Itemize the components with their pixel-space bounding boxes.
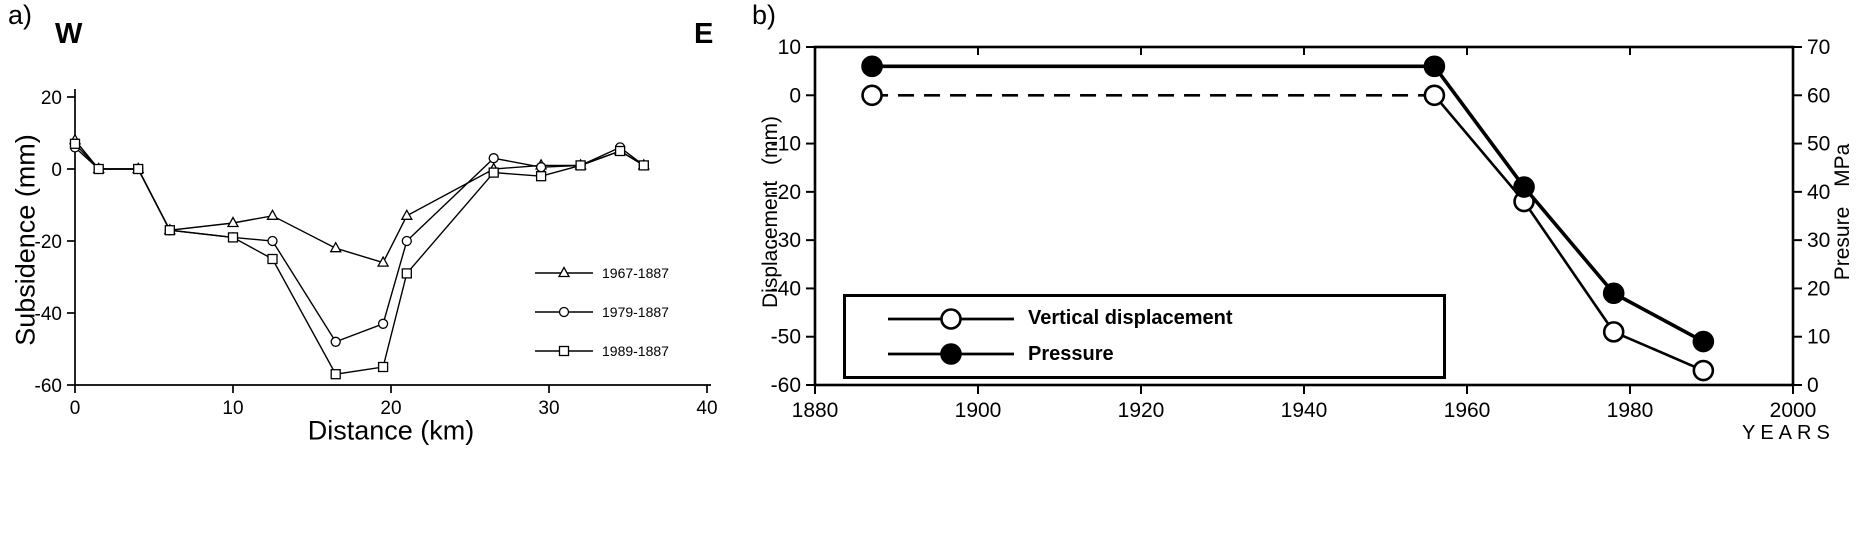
svg-text:0: 0 — [70, 398, 81, 419]
legend-item-vertical-displacement: Vertical displacement — [886, 305, 1443, 333]
legend-item-pressure: Pressure — [886, 340, 1443, 368]
panel-b-x-axis-title: YEARS — [1742, 422, 1835, 444]
panel-b-left-y-axis-title: Displacement (mm) — [759, 115, 782, 309]
legend-label: 1967-1887 — [602, 265, 669, 281]
subsidence-vs-distance-chart: 0 10 20 30 40 20 0 -20 -40 -60 — [35, 88, 718, 419]
legend-label: Vertical displacement — [1028, 307, 1233, 330]
svg-text:0: 0 — [1807, 374, 1819, 397]
svg-text:1920: 1920 — [1118, 399, 1165, 422]
svg-text:0: 0 — [789, 84, 801, 107]
panel-b-legend: Vertical displacement Pressure — [843, 294, 1446, 379]
svg-text:1880: 1880 — [792, 399, 839, 422]
svg-text:10: 10 — [778, 36, 801, 59]
displacement-pressure-vs-years-chart: 1880 1900 1920 1940 1960 1980 2000 10 0 -10 -20 -30… — [771, 36, 1831, 422]
square-line-sample-icon — [535, 345, 593, 357]
west-direction-label: W — [55, 18, 83, 50]
east-direction-label: E — [694, 18, 714, 50]
svg-text:10: 10 — [1807, 326, 1830, 349]
svg-text:2000: 2000 — [1770, 399, 1817, 422]
svg-text:-50: -50 — [771, 326, 801, 349]
legend-label: Pressure — [1028, 342, 1114, 365]
series-1967-1887 — [68, 133, 650, 267]
svg-text:20: 20 — [41, 88, 62, 109]
svg-text:20: 20 — [380, 398, 401, 419]
svg-text:30: 30 — [1807, 229, 1830, 252]
svg-text:-60: -60 — [35, 376, 62, 397]
svg-text:70: 70 — [1807, 36, 1830, 59]
svg-text:1900: 1900 — [955, 399, 1002, 422]
svg-text:40: 40 — [696, 398, 717, 419]
svg-text:1980: 1980 — [1607, 399, 1654, 422]
legend-item-1979-1887: 1979-1887 — [533, 301, 669, 323]
svg-text:-10: -10 — [771, 133, 801, 156]
triangle-line-sample-icon — [535, 266, 593, 278]
svg-text:0: 0 — [51, 160, 62, 181]
legend-item-1967-1887: 1967-1887 — [533, 262, 669, 284]
panel-b-right-y-axis-title: Presure MPa — [1831, 143, 1854, 281]
open-circle-line-sample-icon — [888, 307, 1014, 330]
panel-a-x-axis-title: Distance (km) — [307, 415, 475, 446]
svg-text:-40: -40 — [35, 304, 62, 325]
tick-labels: 1880 1900 1920 1940 1960 1980 2000 10 0 -10 -20 -30… — [771, 36, 1831, 422]
svg-text:-20: -20 — [35, 232, 62, 253]
svg-text:10: 10 — [222, 398, 243, 419]
svg-text:40: 40 — [1807, 181, 1830, 204]
panel-a-label: a) — [8, 0, 33, 30]
svg-text:60: 60 — [1807, 84, 1830, 107]
panel-b-displacement-pressure-history: b) 1880 1900 1920 1940 1960 1980 2000 10 0 -10 -20… — [740, 0, 1871, 534]
legend-label: 1989-1887 — [602, 343, 669, 359]
tick-marks — [806, 46, 1802, 394]
svg-text:-20: -20 — [771, 181, 801, 204]
svg-text:-40: -40 — [771, 277, 801, 300]
panel-a-subsidence-profile: a) W E 0 10 20 30 40 20 0 -20 -40 -60 Subsidence … — [0, 0, 745, 534]
panel-a-legend: 1967-1887 1979-1887 1989-1887 — [533, 262, 669, 362]
filled-circle-line-sample-icon — [888, 343, 1014, 366]
panel-a-y-axis-title: Subsidence (mm) — [10, 134, 41, 346]
series-1989-1887 — [69, 138, 649, 380]
svg-text:1940: 1940 — [1281, 399, 1328, 422]
circle-line-sample-icon — [535, 306, 593, 318]
svg-text:1960: 1960 — [1444, 399, 1491, 422]
tick-labels: 0 10 20 30 40 20 0 -20 -40 -60 — [35, 88, 718, 419]
panel-b-label: b) — [752, 0, 777, 30]
tick-marks — [67, 96, 708, 393]
series-Pressure — [861, 55, 1715, 353]
svg-text:-60: -60 — [771, 374, 801, 397]
legend-label: 1979-1887 — [602, 304, 669, 320]
series-Vertical displacement — [861, 84, 1715, 382]
svg-text:20: 20 — [1807, 277, 1830, 300]
svg-text:50: 50 — [1807, 133, 1830, 156]
legend-item-1989-1887: 1989-1887 — [533, 340, 669, 362]
svg-text:30: 30 — [538, 398, 559, 419]
svg-text:-30: -30 — [771, 229, 801, 252]
